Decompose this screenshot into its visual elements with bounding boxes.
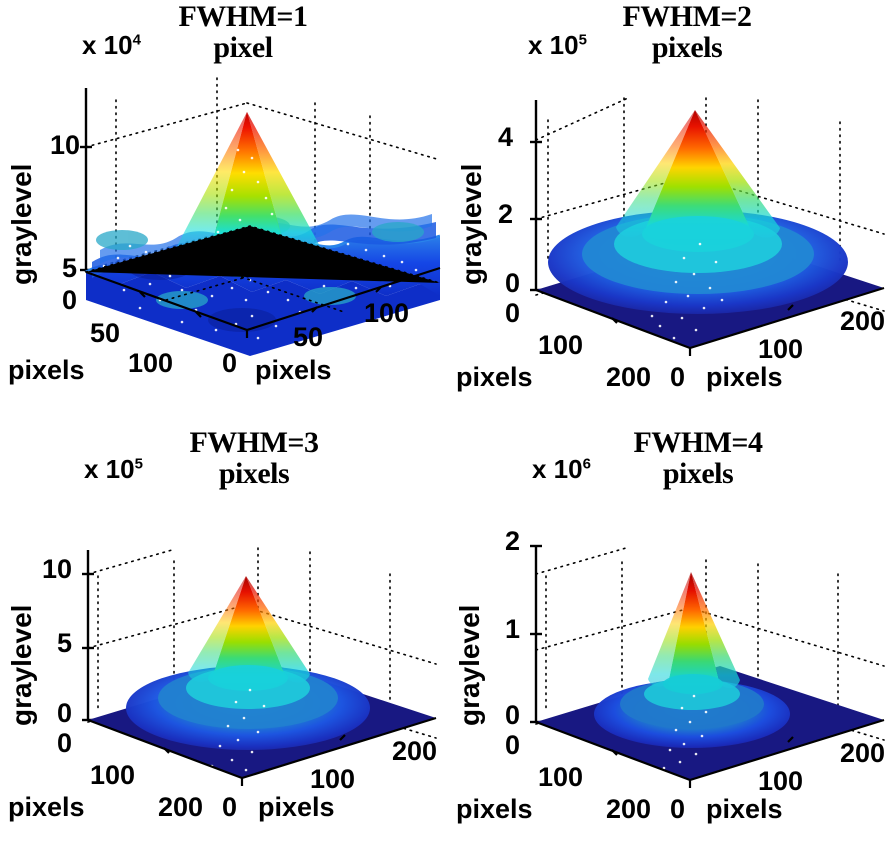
z-tick-1: 1 (505, 614, 521, 644)
z-axis-exponent: x 104 (82, 30, 141, 61)
z-axis-exponent-prefix: x 10 (82, 30, 133, 60)
x-axis-label: pixels (706, 794, 783, 824)
panel-title-line1: FWHM=4 (633, 426, 763, 459)
x-tick-100: 100 (758, 766, 804, 796)
base-tick-marks (611, 304, 794, 324)
panel-title-line2: pixels (651, 30, 723, 64)
z-tick-upper: 10 (50, 130, 81, 160)
z-axis-exponent: x 105 (528, 30, 587, 61)
base-plane-edges (85, 266, 441, 338)
panel-title: FWHM=4 pixels (448, 426, 896, 490)
base-plane-grid (85, 225, 441, 313)
x-tick-200: 200 (840, 306, 886, 336)
x-axis-label: pixels (255, 355, 332, 385)
x-tick-100: 100 (364, 298, 410, 328)
x-tick-0: 0 (222, 792, 238, 822)
panel-fwhm-3: FWHM=3 pixels x 105 graylevel (0, 426, 448, 852)
z-axis-exponent-value: 4 (132, 31, 141, 49)
x-tick-0: 0 (670, 794, 686, 824)
mesh-speckle (662, 694, 708, 770)
panel-title-line2: pixels (218, 456, 290, 490)
z-axis-exponent: x 106 (532, 454, 591, 485)
y-tick-100: 100 (90, 760, 136, 790)
x-tick-50: 50 (293, 322, 324, 352)
z-tick-2: 2 (498, 199, 514, 229)
panel-title: FWHM=1 pixel (0, 0, 448, 64)
base-plane-edges (535, 718, 885, 788)
x-tick-100: 100 (758, 334, 804, 364)
mesh-speckle (650, 242, 724, 340)
base-tick-marks (611, 736, 794, 756)
base-plane-edges (87, 716, 437, 786)
y-axis-label: pixels (456, 362, 533, 392)
y-tick-200: 200 (606, 794, 652, 824)
panel-fwhm-2: FWHM=2 pixels x 105 graylevel (448, 0, 896, 426)
base-tick-marks (139, 286, 382, 318)
y-tick-200: 200 (158, 792, 204, 822)
x-axis-label: pixels (706, 362, 783, 392)
z-tick-5: 5 (57, 628, 73, 658)
panel-title: FWHM=2 pixels (448, 0, 896, 64)
panel-title-line1: FWHM=2 (622, 0, 752, 33)
z-axis-exponent-prefix: x 10 (528, 30, 579, 60)
z-axis-exponent-value: 5 (134, 455, 143, 473)
y-tick-100: 100 (538, 330, 584, 360)
y-tick-50: 50 (90, 318, 121, 348)
y-axis-label: pixels (8, 792, 85, 822)
y-axis-label: pixels (456, 794, 533, 824)
surface-peak (668, 572, 720, 695)
surface-peak (212, 576, 286, 690)
panel-title-line1: FWHM=1 (178, 0, 308, 33)
surface-plot-1 (80, 77, 441, 356)
z-tick-0: 0 (505, 268, 521, 298)
y-tick-0: 0 (505, 730, 521, 760)
base-plane-edges (535, 286, 885, 356)
z-axis-exponent-prefix: x 10 (532, 454, 583, 484)
grid-lines (545, 559, 839, 717)
z-axis-exponent: x 105 (84, 454, 143, 485)
panel-fwhm-1: FWHM=1 pixel x 104 graylevel (0, 0, 448, 426)
x-tick-0: 0 (222, 348, 238, 378)
x-axis-label: pixels (258, 792, 335, 822)
surface-plot-3 (82, 547, 437, 786)
z-tick-2: 2 (505, 526, 521, 556)
panel-title: FWHM=3 pixels (0, 426, 448, 490)
z-tick-lower: 5 (62, 253, 78, 283)
y-axis-label: pixels (8, 355, 85, 385)
y-tick-100: 100 (128, 348, 174, 378)
x-tick-0: 0 (670, 362, 686, 392)
x-tick-100: 100 (310, 764, 356, 794)
y-tick-0: 0 (62, 285, 78, 315)
z-tick-4: 4 (498, 122, 514, 152)
z-axis-exponent-value: 5 (578, 31, 587, 49)
x-tick-200: 200 (840, 738, 886, 768)
surface-peak (644, 110, 752, 247)
panel-title-line2: pixels (662, 456, 734, 490)
y-tick-0: 0 (57, 728, 73, 758)
surface-plot-2 (530, 97, 885, 356)
y-tick-200: 200 (606, 362, 652, 392)
z-tick-0: 0 (505, 700, 521, 730)
base-tick-marks (163, 734, 346, 754)
x-tick-200: 200 (392, 736, 438, 766)
z-tick-10: 10 (42, 554, 73, 584)
z-axis-exponent-prefix: x 10 (84, 454, 135, 484)
panel-title-line1: FWHM=3 (189, 426, 319, 459)
panel-title-line2: pixel (213, 30, 273, 64)
z-tick-0: 0 (57, 698, 73, 728)
z-axis-exponent-value: 6 (582, 455, 591, 473)
y-tick-100: 100 (538, 762, 584, 792)
panel-fwhm-4: FWHM=4 pixels x 106 graylevel (448, 426, 896, 852)
surface-plot-4 (530, 544, 885, 788)
y-tick-0: 0 (505, 298, 521, 328)
